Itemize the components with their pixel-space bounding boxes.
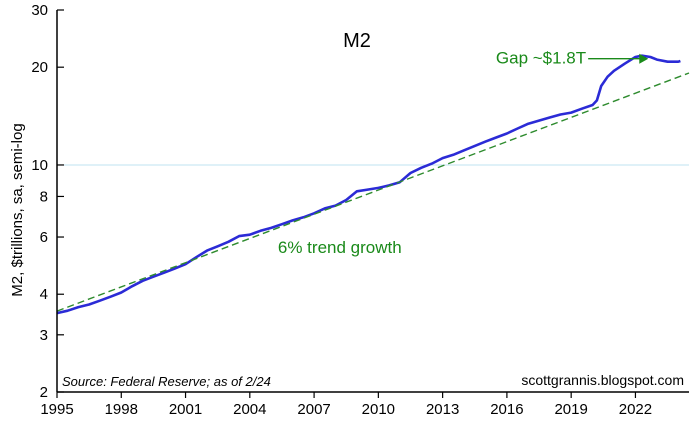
x-tick-label: 2010 bbox=[362, 401, 395, 418]
y-tick-label: 30 bbox=[31, 2, 48, 19]
x-tick-label: 2001 bbox=[169, 401, 202, 418]
credit-text: scottgrannis.blogspot.com bbox=[521, 372, 684, 388]
y-tick-label: 3 bbox=[40, 327, 48, 344]
y-tick-label: 6 bbox=[40, 229, 48, 246]
x-tick-label: 2007 bbox=[297, 401, 330, 418]
x-tick-label: 2016 bbox=[490, 401, 523, 418]
x-tick-label: 2013 bbox=[426, 401, 459, 418]
trend-annotation: 6% trend growth bbox=[278, 238, 402, 257]
x-tick-label: 2019 bbox=[554, 401, 587, 418]
y-tick-label: 20 bbox=[31, 59, 48, 76]
chart-title: M2 bbox=[343, 30, 371, 52]
y-axis-label: M2, $trillions, sa, semi-log bbox=[9, 123, 26, 296]
x-tick-label: 2022 bbox=[619, 401, 652, 418]
annotation-layer: Gap ~$1.8T 6% trend growth bbox=[278, 49, 649, 257]
series-layer bbox=[56, 54, 690, 315]
source-note: Source: Federal Reserve; as of 2/24 bbox=[62, 374, 271, 389]
axes-layer: 2 3 4 6 8 10 20 30 1995 1998 2001 2004 2007 2010 2013 2… bbox=[31, 2, 689, 418]
x-tick-label: 2004 bbox=[233, 401, 266, 418]
gap-arrow-head bbox=[639, 53, 649, 64]
y-tick-label: 2 bbox=[40, 384, 48, 401]
y-tick-label: 4 bbox=[40, 286, 48, 303]
x-tick-label: 1998 bbox=[105, 401, 138, 418]
y-tick-label: 8 bbox=[40, 188, 48, 205]
x-tick-label: 1995 bbox=[40, 401, 73, 418]
m2-series-line bbox=[56, 54, 681, 315]
gap-annotation: Gap ~$1.8T bbox=[496, 49, 586, 68]
trend-line bbox=[56, 72, 690, 312]
y-tick-label: 10 bbox=[31, 157, 48, 174]
